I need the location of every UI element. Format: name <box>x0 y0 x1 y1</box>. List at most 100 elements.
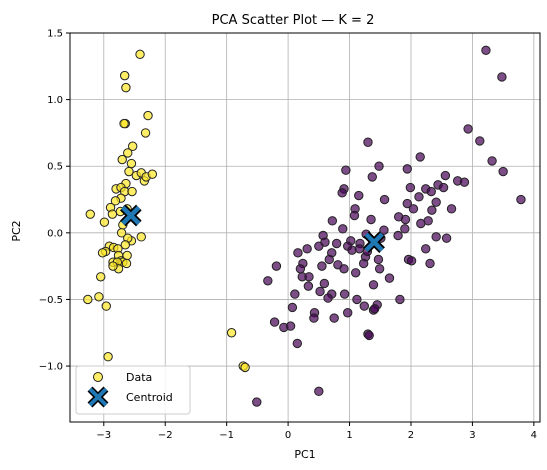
data-point <box>120 119 128 127</box>
x-tick-label: −3 <box>96 430 111 441</box>
data-point <box>136 50 144 58</box>
data-point <box>102 302 110 310</box>
data-point <box>416 153 424 161</box>
data-point <box>111 197 119 205</box>
data-points <box>84 46 526 406</box>
x-tick-label: 3 <box>469 430 475 441</box>
data-point <box>95 293 103 301</box>
data-point <box>344 309 352 317</box>
y-tick-label: 1.0 <box>47 95 63 106</box>
y-axis-ticks: −1.0 −0.5 0.0 0.5 1.0 1.5 <box>39 29 70 373</box>
data-point <box>227 329 235 337</box>
y-tick-label: 0.5 <box>47 162 63 173</box>
data-point <box>272 262 280 270</box>
data-point <box>498 73 506 81</box>
y-tick-label: −0.5 <box>39 295 63 306</box>
data-point <box>120 71 128 79</box>
data-point <box>316 287 324 295</box>
data-point <box>122 259 130 267</box>
x-tick-label: 4 <box>531 430 537 441</box>
data-point <box>315 242 323 250</box>
legend-data-marker <box>94 373 103 382</box>
data-point <box>355 191 363 199</box>
data-point <box>374 255 382 263</box>
data-point <box>253 398 261 406</box>
x-tick-label: 0 <box>285 430 291 441</box>
data-point <box>342 166 350 174</box>
data-point <box>406 183 414 191</box>
data-point <box>439 183 447 191</box>
data-point <box>318 262 326 270</box>
data-point <box>315 387 323 395</box>
data-point <box>350 211 358 219</box>
data-point <box>108 210 116 218</box>
data-point <box>305 273 313 281</box>
data-point <box>432 233 440 241</box>
legend-centroid-label: Centroid <box>126 391 173 404</box>
data-point <box>328 217 336 225</box>
data-point <box>441 171 449 179</box>
data-point <box>141 129 149 137</box>
data-point <box>127 159 135 167</box>
data-point <box>375 265 383 273</box>
data-point <box>482 46 490 54</box>
x-tick-label: −1 <box>219 430 234 441</box>
data-point <box>332 239 340 247</box>
data-point <box>488 157 496 165</box>
data-point <box>122 83 130 91</box>
data-point <box>499 167 507 175</box>
data-point <box>270 318 278 326</box>
data-point <box>148 170 156 178</box>
data-point <box>293 339 301 347</box>
data-point <box>401 215 409 223</box>
data-point <box>368 173 376 181</box>
data-point <box>380 195 388 203</box>
y-tick-label: 0.0 <box>47 228 63 239</box>
x-tick-label: 1 <box>346 430 352 441</box>
data-point <box>109 262 117 270</box>
data-point <box>369 281 377 289</box>
data-point <box>304 282 312 290</box>
x-axis-label: PC1 <box>294 448 315 461</box>
data-point <box>338 189 346 197</box>
x-tick-label: −2 <box>158 430 173 441</box>
data-point <box>396 295 404 303</box>
data-point <box>517 195 525 203</box>
data-point <box>291 290 299 298</box>
data-point <box>144 111 152 119</box>
data-point <box>385 274 393 282</box>
data-point <box>100 218 108 226</box>
data-point <box>325 255 333 263</box>
data-point <box>371 305 379 313</box>
data-point <box>310 314 318 322</box>
data-point <box>432 198 440 206</box>
chart-title: PCA Scatter Plot — K = 2 <box>212 13 375 28</box>
data-point <box>442 234 450 242</box>
data-point <box>86 210 94 218</box>
data-point <box>417 219 425 227</box>
data-point <box>364 138 372 146</box>
data-point <box>97 273 105 281</box>
data-point <box>303 245 311 253</box>
data-point <box>288 303 296 311</box>
legend: Data Centroid <box>76 366 190 414</box>
x-axis-ticks: −3 −2 −1 0 1 2 3 4 <box>96 422 537 441</box>
data-point <box>415 193 423 201</box>
data-point <box>422 245 430 253</box>
data-point <box>365 331 373 339</box>
x-tick-label: 2 <box>408 430 414 441</box>
data-point <box>407 257 415 265</box>
data-point <box>118 155 126 163</box>
data-point <box>339 225 347 233</box>
data-point <box>426 259 434 267</box>
data-point <box>447 205 455 213</box>
data-point <box>460 178 468 186</box>
data-point <box>324 294 332 302</box>
data-point <box>137 233 145 241</box>
data-point <box>98 249 106 257</box>
y-tick-label: −1.0 <box>39 362 63 373</box>
data-point <box>104 353 112 361</box>
data-point <box>375 162 383 170</box>
legend-data-label: Data <box>126 371 152 384</box>
